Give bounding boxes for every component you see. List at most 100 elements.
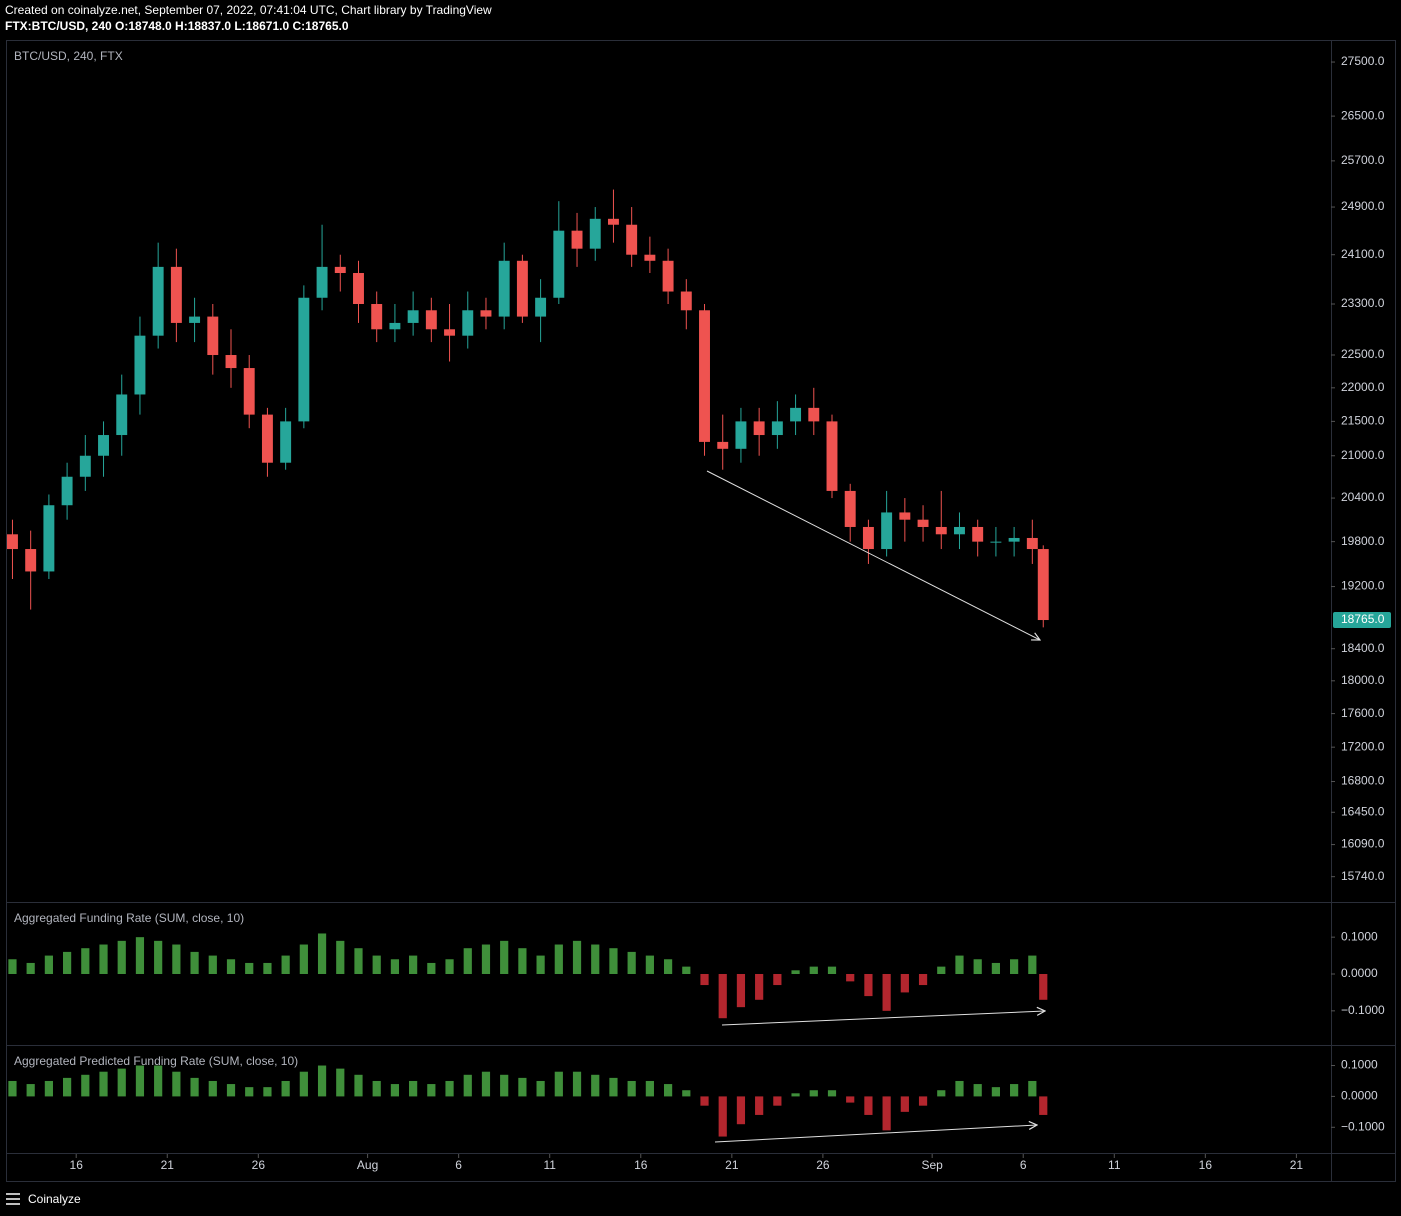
candle-body <box>790 407 802 422</box>
candle-body <box>753 421 765 436</box>
y-tick-label: 16090.0 <box>1341 837 1385 851</box>
bar <box>390 959 400 974</box>
x-tick-label: 26 <box>816 1158 830 1172</box>
bar <box>317 1065 327 1097</box>
y-tick-label: 22500.0 <box>1341 347 1385 361</box>
bar <box>63 951 72 974</box>
bar <box>809 1090 818 1097</box>
bar <box>154 1065 163 1097</box>
bar <box>172 1071 181 1097</box>
created-line: Created on coinalyze.net, September 07, … <box>5 3 492 17</box>
bar <box>354 1074 363 1097</box>
candle-body <box>98 435 109 456</box>
candle-body <box>844 490 856 527</box>
bar <box>645 1080 654 1097</box>
y-tick-label: 15740.0 <box>1341 869 1385 883</box>
candle-body <box>917 519 929 527</box>
bar <box>8 1080 17 1097</box>
candle-body <box>553 230 565 298</box>
candle-body <box>170 266 182 323</box>
trend-line <box>721 1011 1045 1026</box>
bar <box>846 974 855 982</box>
candle-body <box>43 505 55 572</box>
bar <box>609 948 618 974</box>
y-tick-label: 18000.0 <box>1341 673 1385 687</box>
candle-body <box>535 297 547 317</box>
bar <box>154 940 163 974</box>
footer-icon[interactable] <box>6 1193 20 1205</box>
bar <box>718 974 727 1019</box>
bar <box>918 974 928 986</box>
bar <box>791 970 800 974</box>
candle-body <box>407 310 419 323</box>
bar <box>245 962 254 974</box>
bar <box>172 944 181 974</box>
candle-body <box>771 421 783 436</box>
candle-body <box>990 541 1002 543</box>
bar <box>791 1093 800 1097</box>
y-tick-label: 17600.0 <box>1341 706 1385 720</box>
candle-body <box>954 526 965 535</box>
bar <box>44 955 53 974</box>
bar <box>99 944 108 974</box>
bar <box>117 1068 126 1097</box>
candle-body <box>389 322 401 330</box>
bar <box>263 962 272 974</box>
bar <box>518 948 527 974</box>
bar <box>63 1077 72 1097</box>
x-tick-label: 11 <box>1108 1158 1121 1172</box>
candle-body <box>444 329 456 336</box>
candle-body <box>498 260 510 317</box>
bar <box>773 1096 782 1106</box>
y-tick-label: 0.0000 <box>1341 1089 1378 1103</box>
bar <box>827 966 837 974</box>
candle-body <box>972 526 984 542</box>
bar <box>81 1074 90 1097</box>
bar <box>445 1080 454 1097</box>
candle-body <box>7 534 18 550</box>
bar <box>809 966 818 974</box>
bar <box>645 955 654 974</box>
candle-body <box>280 421 292 463</box>
bar <box>536 1080 545 1097</box>
candle-body <box>935 526 947 535</box>
bar <box>1010 959 1019 974</box>
y-tick-label: −0.1000 <box>1341 1003 1385 1017</box>
candle-body <box>881 512 893 550</box>
y-tick-label: 22000.0 <box>1341 380 1385 394</box>
candle-body <box>662 260 674 292</box>
bar <box>372 955 381 974</box>
bar <box>44 1080 53 1097</box>
bar <box>973 1084 982 1097</box>
bar <box>99 1071 108 1097</box>
y-tick-label: 16800.0 <box>1341 774 1385 788</box>
candle-body <box>516 260 528 317</box>
x-tick-label: 26 <box>252 1158 266 1172</box>
pane-title: BTC/USD, 240, FTX <box>14 49 123 63</box>
bar <box>955 1080 964 1097</box>
bar <box>135 937 145 974</box>
x-tick-label: Sep <box>921 1158 943 1172</box>
bar <box>864 1096 873 1115</box>
trend-line <box>714 1125 1037 1143</box>
bar <box>918 1096 928 1106</box>
bar <box>299 1071 308 1097</box>
bar <box>572 940 582 974</box>
bar <box>682 1090 691 1097</box>
bar <box>973 959 982 974</box>
y-tick-label: 27500.0 <box>1341 54 1385 68</box>
bar <box>190 1077 199 1097</box>
pane-title: Aggregated Funding Rate (SUM, close, 10) <box>14 911 244 925</box>
bar <box>263 1087 272 1097</box>
bar <box>427 962 436 974</box>
candle-body <box>808 407 820 422</box>
candle-body <box>1026 537 1038 550</box>
candle-body <box>735 421 747 449</box>
bar <box>481 944 491 974</box>
candle-body <box>298 297 310 422</box>
y-tick-label: 20400.0 <box>1341 490 1385 504</box>
bar <box>700 1096 709 1106</box>
candle-body <box>353 273 364 305</box>
bar <box>591 944 600 974</box>
candle-body <box>116 394 128 436</box>
